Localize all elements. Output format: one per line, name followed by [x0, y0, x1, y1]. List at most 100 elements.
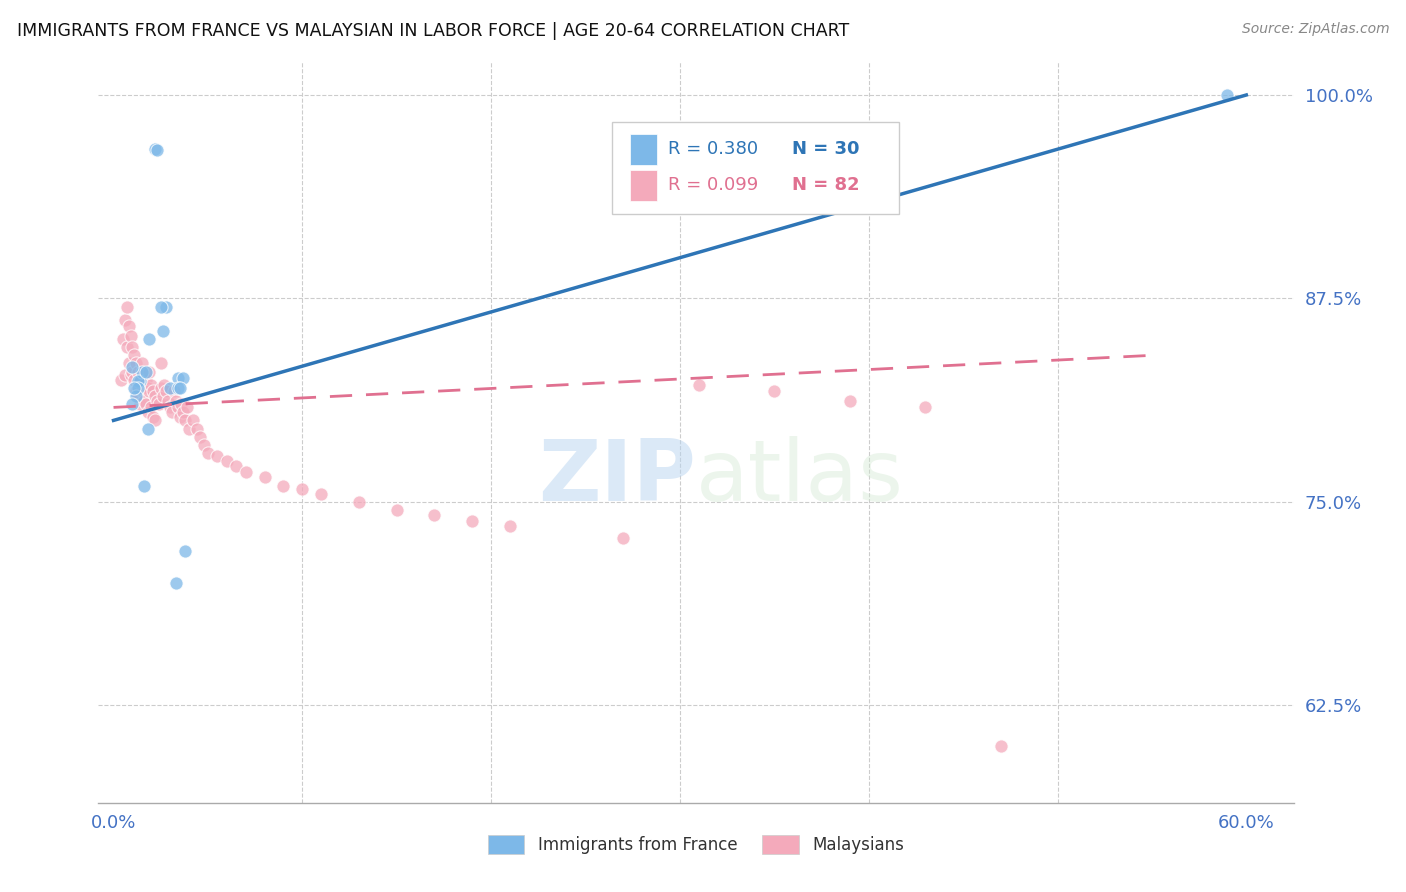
Point: [125, 384, 148, 398]
Point: [688, 377, 710, 392]
Point: [124, 348, 146, 362]
Point: [190, 430, 212, 444]
Text: Source: ZipAtlas.com: Source: ZipAtlas.com: [1241, 22, 1389, 37]
Text: ZIP: ZIP: [538, 435, 696, 518]
Point: [148, 397, 170, 411]
Point: [197, 446, 219, 460]
Point: [143, 389, 166, 403]
Text: atlas: atlas: [696, 435, 904, 518]
Point: [127, 375, 149, 389]
Point: [166, 371, 188, 385]
Text: N = 30: N = 30: [792, 140, 859, 158]
Point: [142, 384, 165, 398]
Point: [117, 319, 139, 334]
Point: [235, 466, 257, 480]
Point: [110, 373, 132, 387]
Bar: [630, 134, 657, 165]
Bar: [630, 169, 657, 201]
Point: [120, 368, 142, 382]
Point: [149, 381, 172, 395]
Point: [132, 393, 155, 408]
Point: [138, 332, 160, 346]
Point: [114, 368, 136, 382]
Point: [142, 410, 165, 425]
Point: [499, 519, 522, 533]
Point: [385, 503, 408, 517]
Point: [120, 328, 142, 343]
Point: [155, 300, 177, 314]
Point: [121, 365, 143, 379]
Point: [166, 401, 188, 415]
Point: [124, 381, 146, 395]
Point: [143, 142, 166, 156]
Point: [149, 356, 172, 370]
Point: [155, 384, 177, 398]
Point: [174, 543, 197, 558]
Point: [149, 300, 172, 314]
Point: [461, 514, 484, 528]
Legend: Immigrants from France, Malaysians: Immigrants from France, Malaysians: [481, 829, 911, 861]
Point: [181, 413, 204, 427]
Point: [127, 381, 149, 395]
Point: [309, 486, 332, 500]
Point: [135, 373, 157, 387]
Point: [172, 405, 194, 419]
Point: [193, 438, 215, 452]
Point: [111, 332, 134, 346]
Point: [135, 397, 157, 411]
Point: [121, 397, 143, 411]
Point: [176, 401, 198, 415]
Point: [131, 384, 153, 398]
Point: [838, 393, 860, 408]
Point: [207, 449, 229, 463]
Point: [159, 381, 181, 395]
Point: [177, 421, 200, 435]
Point: [115, 340, 138, 354]
Point: [159, 401, 181, 415]
Point: [152, 389, 174, 403]
Point: [115, 300, 138, 314]
Point: [135, 365, 157, 379]
Point: [143, 413, 166, 427]
Point: [121, 340, 143, 354]
Point: [136, 381, 159, 395]
Point: [1216, 87, 1239, 102]
Point: [129, 397, 152, 411]
Point: [169, 381, 191, 395]
Point: [215, 454, 238, 468]
Point: [129, 375, 152, 389]
Point: [131, 356, 153, 370]
Text: IMMIGRANTS FROM FRANCE VS MALAYSIAN IN LABOR FORCE | AGE 20-64 CORRELATION CHART: IMMIGRANTS FROM FRANCE VS MALAYSIAN IN L…: [17, 22, 849, 40]
Point: [225, 458, 247, 473]
Text: R = 0.099: R = 0.099: [668, 177, 759, 194]
Point: [136, 405, 159, 419]
Point: [146, 393, 169, 408]
Point: [124, 373, 146, 387]
Point: [127, 365, 149, 379]
Point: [114, 312, 136, 326]
Point: [914, 401, 936, 415]
Text: N = 82: N = 82: [792, 177, 859, 194]
Point: [174, 413, 197, 427]
Point: [127, 389, 149, 403]
Point: [136, 421, 159, 435]
Point: [172, 371, 194, 385]
Point: [146, 144, 169, 158]
Point: [273, 478, 295, 492]
Point: [157, 393, 180, 408]
Point: [132, 478, 155, 492]
Point: [125, 389, 148, 403]
Point: [165, 576, 187, 591]
Point: [152, 324, 174, 338]
Point: [141, 401, 163, 415]
Point: [141, 377, 163, 392]
Point: [153, 377, 176, 392]
Point: [117, 356, 139, 370]
Point: [170, 397, 193, 411]
Point: [121, 359, 143, 374]
Text: R = 0.380: R = 0.380: [668, 140, 759, 158]
Point: [612, 531, 634, 545]
Point: [160, 405, 183, 419]
FancyBboxPatch shape: [613, 121, 900, 214]
Point: [169, 410, 191, 425]
